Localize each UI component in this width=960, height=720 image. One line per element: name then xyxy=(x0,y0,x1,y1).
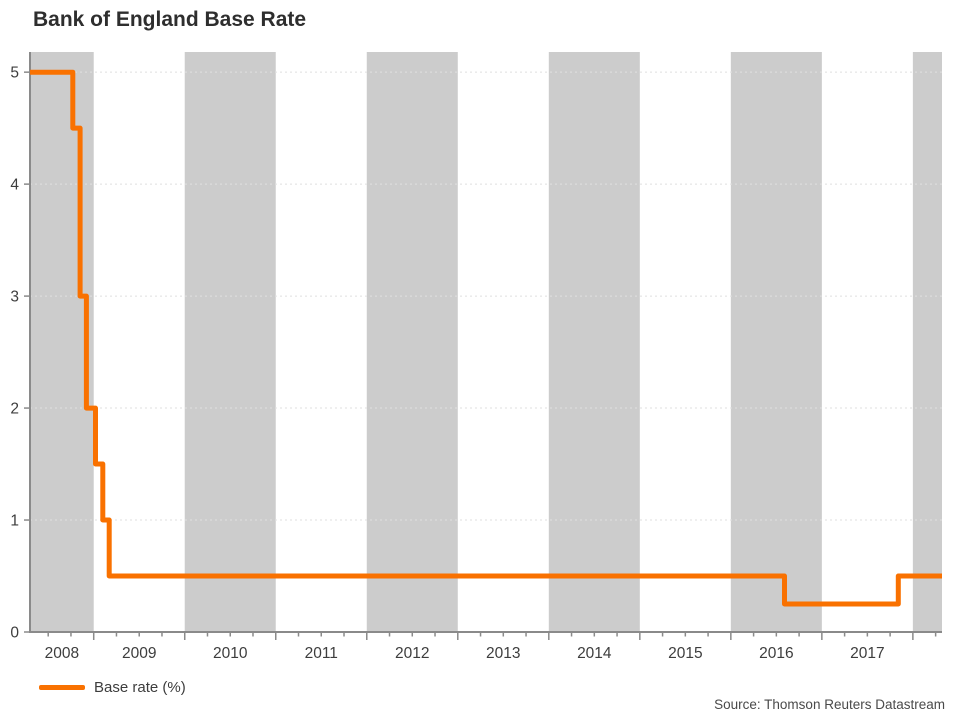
y-tick-label: 5 xyxy=(10,65,19,82)
year-band xyxy=(912,52,942,632)
x-tick-label: 2013 xyxy=(486,645,520,662)
year-shading-bands xyxy=(30,52,942,632)
x-tick-label: 2015 xyxy=(668,645,702,662)
year-band xyxy=(548,52,640,632)
legend: Base rate (%) xyxy=(39,679,186,696)
x-tick-label: 2010 xyxy=(213,645,248,662)
y-tick-label: 2 xyxy=(10,401,19,418)
x-tick-label: 2009 xyxy=(122,645,156,662)
year-band xyxy=(184,52,276,632)
year-band xyxy=(30,52,94,632)
chart-title: Bank of England Base Rate xyxy=(33,8,307,31)
y-tick-label: 1 xyxy=(10,513,19,530)
x-tick-label: 2014 xyxy=(577,645,612,662)
y-tick-label: 3 xyxy=(10,289,19,306)
x-tick-label: 2017 xyxy=(850,645,884,662)
base-rate-line xyxy=(30,69,942,607)
gridlines xyxy=(30,71,942,521)
year-band xyxy=(366,52,458,632)
x-tick-label: 2011 xyxy=(305,645,338,662)
y-tick-label: 0 xyxy=(10,625,19,642)
y-tick-label: 4 xyxy=(10,177,19,194)
base-rate-line-swatch-icon xyxy=(39,685,85,690)
year-band xyxy=(730,52,822,632)
x-tick-label: 2016 xyxy=(759,645,793,662)
legend-label: Base rate (%) xyxy=(94,679,186,696)
x-tick-label: 2012 xyxy=(395,645,429,662)
source-attribution: Source: Thomson Reuters Datastream xyxy=(714,697,945,712)
x-tick-label: 2008 xyxy=(45,645,79,662)
axes: 0 1 2 3 4 5 2008 2009 2010 2011 2012 2013 2014 2015 20… xyxy=(10,52,942,662)
